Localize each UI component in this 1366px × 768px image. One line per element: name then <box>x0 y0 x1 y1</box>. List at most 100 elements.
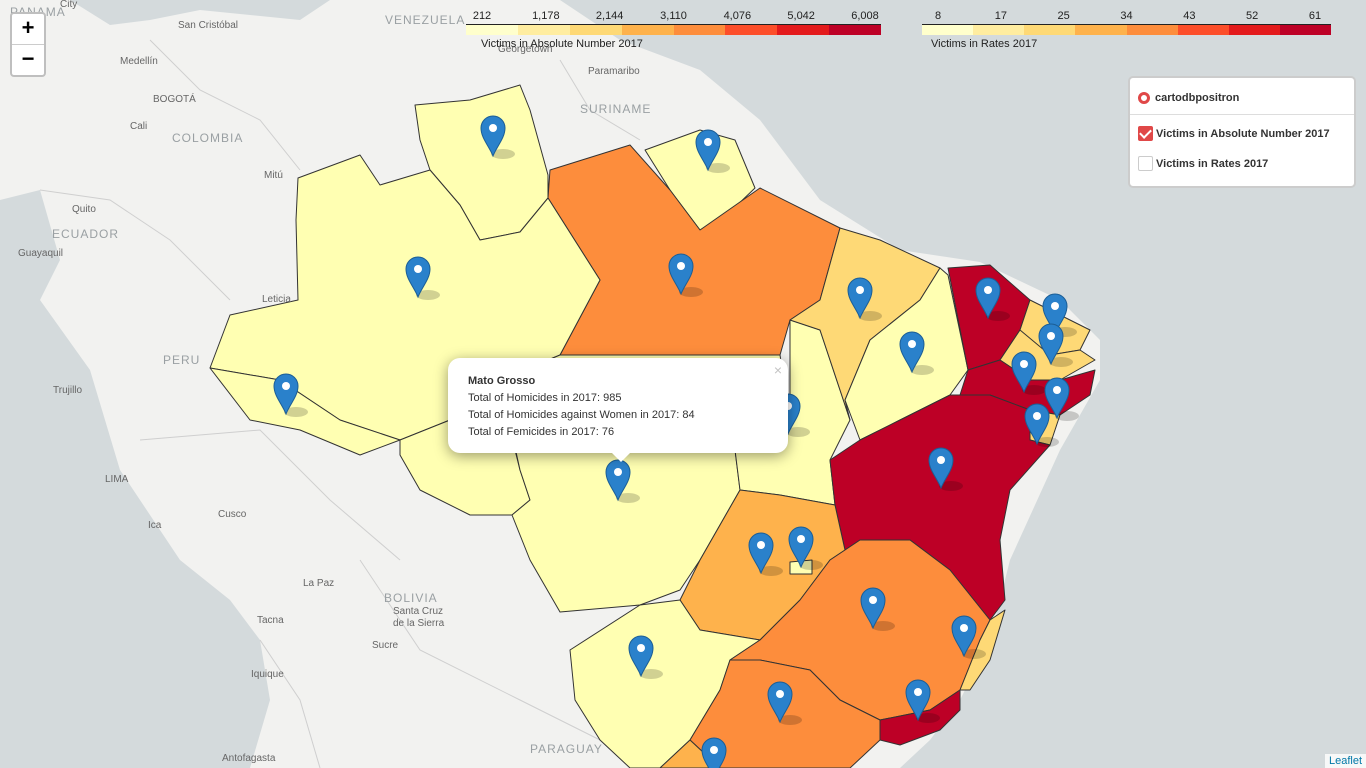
country-borders <box>39 39 641 768</box>
popup-close-button[interactable]: × <box>773 362 782 378</box>
overlay-absolute-label: Victims in Absolute Number 2017 <box>1156 127 1330 140</box>
label-leticia: Leticia <box>262 294 291 305</box>
legend-rates-title: Victims in Rates 2017 <box>931 38 1038 50</box>
label-tacna: Tacna <box>257 615 284 626</box>
legend-tick: 17 <box>994 10 1007 22</box>
zoom-control: + − <box>10 12 46 77</box>
legend-absolute-ramp <box>466 24 881 35</box>
legend-tick: 6,008 <box>851 10 879 22</box>
label-ecuador: ECUADOR <box>52 227 119 241</box>
location-pin-icon[interactable] <box>975 277 1010 321</box>
legend-rates-ticks: 8 17 25 34 43 52 61 <box>922 10 1331 24</box>
legend-swatch <box>517 25 570 35</box>
legend-rates-ramp <box>922 24 1331 35</box>
popup-tip <box>612 453 630 462</box>
location-pin-icon[interactable] <box>695 129 730 173</box>
label-mitu: Mitú <box>264 170 283 181</box>
location-pin-icon[interactable] <box>1038 323 1073 367</box>
location-pin-icon[interactable] <box>701 737 736 768</box>
label-de-la-sierra: de la Sierra <box>393 618 445 629</box>
overlay-rates-option[interactable]: Victims in Rates 2017 <box>1138 156 1268 171</box>
label-trujillo: Trujillo <box>53 385 83 396</box>
legend-tick: 4,076 <box>723 10 752 22</box>
legend-absolute: 212 1,178 2,144 3,110 4,076 5,042 6,008 Victim… <box>466 10 881 50</box>
caribbean-sea <box>70 0 330 25</box>
layer-control: cartodbpositron Victims in Absolute Numb… <box>1128 76 1356 188</box>
zoom-out-button[interactable]: − <box>21 46 35 71</box>
legend-swatch <box>1228 25 1280 35</box>
state-es <box>959 609 1006 691</box>
label-la-paz: La Paz <box>303 578 334 589</box>
legend-swatch <box>1279 25 1331 35</box>
label-suriname: SURINAME <box>580 102 651 116</box>
location-pin-icon[interactable] <box>905 679 940 723</box>
popup-line-women: Total of Homicides against Women in 2017… <box>468 409 695 421</box>
basemap-radio[interactable] <box>1138 92 1150 104</box>
legend-swatch <box>973 25 1025 35</box>
basemap-option[interactable]: cartodbpositron <box>1138 92 1239 104</box>
label-ica: Ica <box>148 520 162 531</box>
label-lima: LIMA <box>105 474 129 485</box>
overlay-absolute-option[interactable]: Victims in Absolute Number 2017 <box>1138 126 1330 141</box>
location-pin-icon[interactable] <box>748 532 783 576</box>
popup-content: Mato Grosso Total of Homicides in 2017: … <box>468 373 695 441</box>
marker-layer[interactable] <box>273 115 1079 768</box>
label-paraguay: PARAGUAY <box>530 742 603 756</box>
location-pin-icon[interactable] <box>405 256 440 300</box>
legend-tick: 212 <box>472 10 492 22</box>
location-pin-icon[interactable] <box>951 615 986 659</box>
legend-tick: 34 <box>1120 10 1133 22</box>
location-pin-icon[interactable] <box>847 277 882 321</box>
location-pin-icon[interactable] <box>273 373 308 417</box>
legend-tick: 8 <box>934 10 942 22</box>
legend-swatch <box>1126 25 1178 35</box>
legend-tick: 52 <box>1246 10 1259 22</box>
label-antofagasta: Antofagasta <box>222 753 276 764</box>
location-pin-icon[interactable] <box>1024 403 1059 447</box>
popup-line-homicides: Total of Homicides in 2017: 985 <box>468 392 622 404</box>
label-venezuela: VENEZUELA <box>385 13 465 27</box>
location-pin-icon[interactable] <box>1011 351 1046 395</box>
location-pin-icon[interactable] <box>480 115 515 159</box>
pacific-ocean <box>0 190 270 768</box>
location-pin-icon[interactable] <box>1044 377 1079 421</box>
label-medellin: Medellín <box>120 56 158 67</box>
layer-separator <box>1130 114 1354 115</box>
label-bolivia: BOLIVIA <box>384 591 438 605</box>
label-iquique: Iquique <box>251 669 284 680</box>
location-pin-icon[interactable] <box>899 331 934 375</box>
state-rj <box>879 689 961 746</box>
leaflet-attribution[interactable]: Leaflet <box>1324 754 1366 768</box>
label-quito: Quito <box>72 204 96 215</box>
legend-tick: 1,178 <box>532 10 560 22</box>
location-pin-icon[interactable] <box>860 587 895 631</box>
label-san-cristobal: San Cristóbal <box>178 20 238 31</box>
zoom-in-button[interactable]: + <box>12 14 44 45</box>
map-labels: VENEZUELA COLOMBIA ECUADOR PERU BOLIVIA … <box>10 0 651 764</box>
location-pin-icon[interactable] <box>767 681 802 725</box>
legend-swatch <box>621 25 674 35</box>
label-cali: Cali <box>130 121 147 132</box>
state-sao-paulo <box>689 659 881 768</box>
overlay-absolute-checkbox[interactable] <box>1138 126 1153 141</box>
legend-tick: 5,042 <box>787 10 815 22</box>
label-santa-cruz: Santa Cruz <box>393 606 443 617</box>
overlay-rates-checkbox[interactable] <box>1138 156 1153 171</box>
location-pin-icon[interactable] <box>628 635 663 679</box>
legend-swatch <box>569 25 622 35</box>
legend-swatch <box>1075 25 1127 35</box>
legend-swatch <box>1177 25 1229 35</box>
legend-tick: 3,110 <box>660 10 687 22</box>
legend-swatch <box>777 25 830 35</box>
legend-swatch <box>725 25 778 35</box>
legend-swatch <box>829 25 881 35</box>
location-pin-icon[interactable] <box>788 526 823 570</box>
location-pin-icon[interactable] <box>928 447 963 491</box>
legend-tick: 61 <box>1308 10 1322 22</box>
legend-swatch <box>922 25 974 35</box>
legend-tick: 25 <box>1057 10 1070 22</box>
legend-tick: 43 <box>1183 10 1196 22</box>
location-pin-icon[interactable] <box>668 253 703 297</box>
label-cusco: Cusco <box>218 509 247 520</box>
legend-absolute-title: Victims in Absolute Number 2017 <box>481 38 643 50</box>
